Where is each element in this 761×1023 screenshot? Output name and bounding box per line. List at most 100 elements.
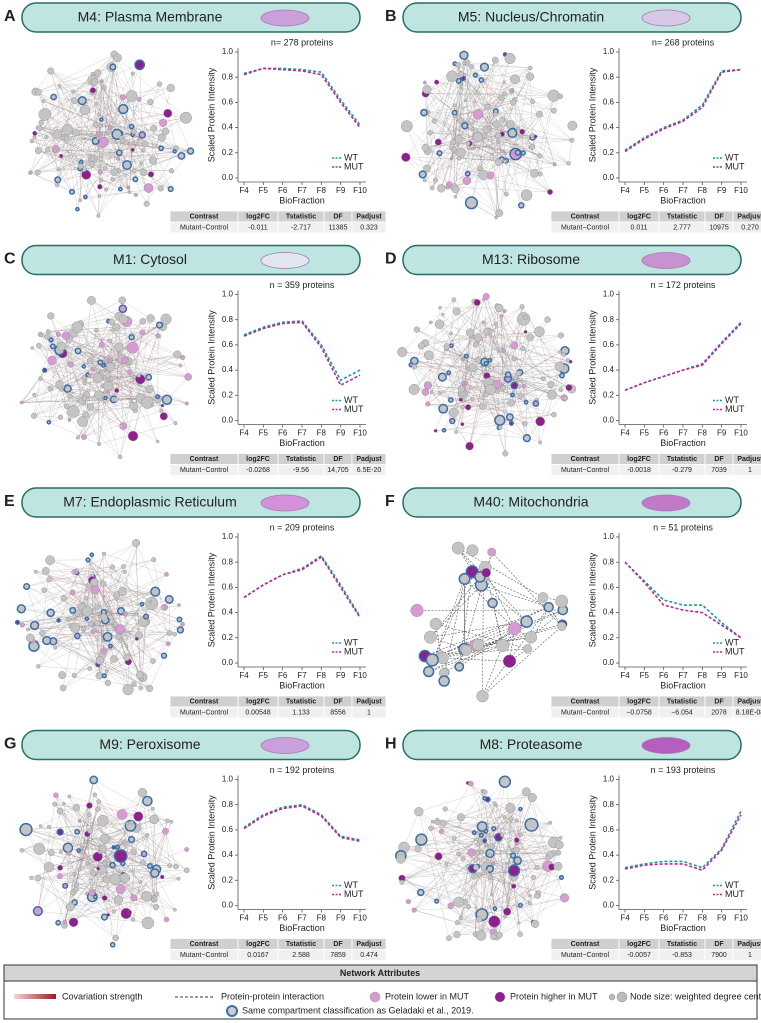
network-edge: [400, 822, 551, 860]
network-node: [60, 135, 66, 141]
y-tick-label: 0.8: [603, 557, 615, 566]
network-node: [102, 860, 108, 866]
x-tick-label: F9: [717, 671, 727, 680]
network-edge: [72, 333, 132, 403]
network-node: [479, 62, 490, 72]
network-node: [118, 296, 126, 304]
network-node: [468, 780, 474, 787]
y-tick-label: 0.6: [222, 98, 234, 107]
network-node: [457, 117, 464, 124]
network-node: [446, 935, 452, 942]
y-tick-label: 0.6: [222, 825, 234, 834]
network-node: [408, 384, 420, 395]
network-node: [126, 341, 139, 354]
network-edge: [34, 415, 61, 418]
network-node: [546, 389, 557, 400]
network-edge: [59, 814, 90, 868]
network-node: [562, 395, 568, 401]
x-tick-label: F8: [698, 186, 708, 195]
network-edge: [139, 64, 144, 173]
table-header: log2FC: [246, 941, 270, 948]
network-node: [52, 801, 58, 807]
network-node: [91, 137, 100, 145]
network-edge: [460, 74, 513, 134]
network-edge: [85, 792, 143, 842]
network-edge: [87, 559, 152, 604]
network-edge: [97, 664, 143, 678]
x-tick-label: F6: [659, 429, 669, 438]
network-node: [140, 168, 148, 177]
network-node: [455, 147, 466, 158]
x-tick-label: F8: [698, 429, 708, 438]
network-node: [113, 396, 119, 403]
network-edge: [21, 808, 153, 851]
network-edge: [401, 853, 459, 883]
network-node: [436, 150, 443, 157]
network-node: [166, 630, 173, 636]
network-node: [112, 621, 119, 628]
network-edge: [38, 54, 115, 93]
network-node: [473, 299, 481, 306]
network-edge: [59, 810, 80, 822]
network-node: [447, 902, 455, 909]
legend-label: MUT: [725, 161, 745, 171]
network-node: [157, 133, 166, 142]
network: [400, 50, 578, 220]
x-tick-label: F8: [698, 671, 708, 680]
network-edge: [477, 852, 495, 922]
network-edge: [154, 819, 157, 895]
network-node: [139, 601, 145, 607]
network-edge: [493, 837, 499, 864]
network-edge: [77, 103, 98, 210]
series-line: [243, 554, 361, 617]
network-edge: [32, 347, 83, 401]
network-edge: [442, 376, 554, 415]
network-edge: [489, 331, 501, 428]
network: [395, 775, 570, 942]
network-node: [508, 420, 514, 426]
x-tick-label: F6: [659, 186, 669, 195]
table-cell: -0.279: [672, 467, 692, 474]
network-node: [92, 627, 97, 633]
network-edge: [140, 831, 166, 883]
network-edge: [157, 335, 159, 397]
network-edge: [67, 129, 81, 201]
network-node: [89, 869, 97, 877]
table-cell: 2.777: [673, 224, 691, 231]
network-node: [528, 65, 533, 71]
table-cell-bg: [351, 221, 387, 234]
network-edge: [429, 132, 478, 138]
network-node: [527, 792, 537, 802]
table-cell: 1.133: [292, 709, 310, 716]
network-node: [559, 893, 570, 903]
network-edge: [473, 306, 523, 337]
network-node: [30, 412, 38, 419]
network-node: [451, 836, 457, 841]
network-node: [484, 869, 489, 874]
network-node: [110, 327, 116, 333]
y-tick-label: 0.2: [222, 875, 234, 884]
network-node: [47, 312, 55, 320]
network-edge: [59, 876, 119, 901]
network-node: [53, 645, 58, 650]
network-node: [121, 564, 126, 569]
network-node: [457, 71, 465, 78]
network-node: [507, 864, 521, 877]
network-edge: [60, 851, 81, 868]
network-edge: [55, 124, 96, 150]
network-node: [106, 128, 112, 135]
network-node: [72, 872, 77, 877]
network-edge: [131, 792, 143, 823]
network-edge: [454, 791, 527, 839]
network-node: [503, 151, 508, 156]
network-node: [62, 882, 69, 889]
network-edge: [497, 305, 570, 388]
legend-label: MUT: [725, 646, 745, 656]
network-edge: [64, 801, 99, 923]
network-node: [487, 597, 498, 609]
network-node: [180, 111, 192, 124]
network-edge: [80, 117, 187, 169]
network-node: [104, 679, 112, 687]
network-node: [495, 303, 504, 313]
network-edge: [457, 866, 559, 923]
